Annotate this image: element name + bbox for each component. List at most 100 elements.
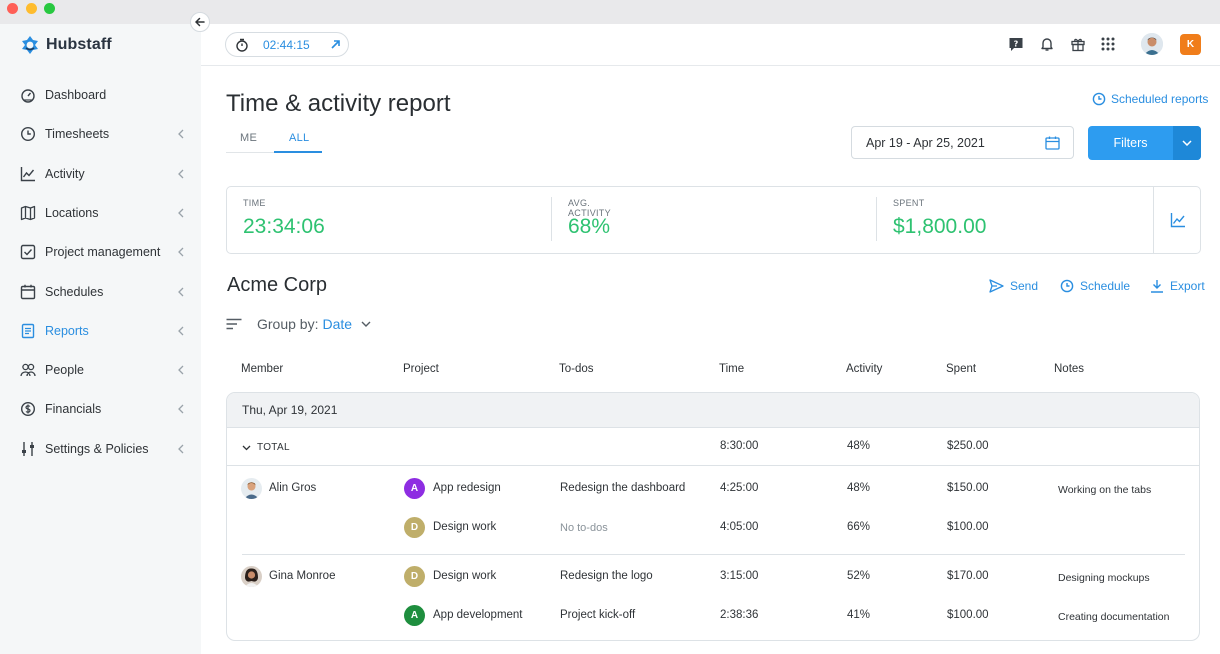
- chevron-left-icon[interactable]: [177, 247, 185, 257]
- sidebar-item-locations[interactable]: Locations: [0, 198, 201, 228]
- user-avatar[interactable]: [1141, 33, 1163, 55]
- member-divider: [242, 554, 1185, 555]
- project-name[interactable]: Design work: [433, 521, 497, 533]
- sidebar-item-timesheets[interactable]: Timesheets: [0, 119, 201, 149]
- project-name[interactable]: Design work: [433, 570, 497, 582]
- member-name[interactable]: Alin Gros: [269, 482, 317, 494]
- group-by-value: Date: [322, 316, 353, 332]
- open-timer-arrow-icon[interactable]: [330, 39, 341, 50]
- sidebar-item-activity[interactable]: Activity: [0, 159, 201, 189]
- sidebar-item-schedules[interactable]: Schedules: [0, 277, 201, 307]
- time-cell: 4:05:00: [720, 521, 759, 533]
- send-button[interactable]: Send: [989, 279, 1038, 293]
- chevron-left-icon[interactable]: [177, 365, 185, 375]
- notification-bell-icon[interactable]: [1039, 36, 1055, 52]
- column-header-project[interactable]: Project: [403, 363, 439, 375]
- chevron-left-icon[interactable]: [177, 129, 185, 139]
- people-icon: [20, 363, 36, 377]
- filters-button[interactable]: Filters: [1088, 126, 1201, 160]
- sidebar-item-project-management[interactable]: Project management: [0, 237, 201, 267]
- timer-widget[interactable]: 02:44:15: [225, 32, 349, 57]
- project-badge: A: [404, 605, 425, 626]
- date-range-picker[interactable]: Apr 19 - Apr 25, 2021: [851, 126, 1074, 159]
- help-icon[interactable]: ?: [1008, 36, 1024, 52]
- brand-logo[interactable]: Hubstaff: [20, 34, 112, 56]
- chevron-left-icon[interactable]: [177, 208, 185, 218]
- send-label: Send: [1010, 279, 1039, 293]
- time-cell: 3:15:00: [720, 570, 759, 582]
- todo-cell: No to-dos: [560, 522, 608, 534]
- sidebar-item-dashboard[interactable]: Dashboard: [0, 80, 201, 110]
- stat-label: AVG. ACTIVITY: [568, 198, 611, 218]
- activity-cell: 41%: [847, 609, 871, 621]
- chevron-left-icon[interactable]: [177, 444, 185, 454]
- sidebar-item-people[interactable]: People: [0, 355, 201, 385]
- member-name[interactable]: Gina Monroe: [269, 570, 336, 582]
- activity-cell: 52%: [847, 570, 871, 582]
- export-label: Export: [1170, 279, 1205, 293]
- stat-label: TIME: [243, 198, 266, 208]
- tab-all[interactable]: ALL: [289, 132, 310, 144]
- close-window-dot[interactable]: [7, 3, 18, 14]
- chevron-left-icon[interactable]: [177, 169, 185, 179]
- dollar-icon: [20, 402, 36, 417]
- chevron-down-icon: [242, 445, 251, 450]
- column-header-todos[interactable]: To-dos: [559, 363, 594, 375]
- sidebar-item-reports[interactable]: Reports: [0, 316, 201, 346]
- brand-name: Hubstaff: [46, 36, 112, 53]
- report-table: Thu, Apr 19, 2021 TOTAL 8:30:00 48% $250…: [226, 392, 1200, 641]
- minimize-window-dot[interactable]: [26, 3, 37, 14]
- stat-label: SPENT: [893, 198, 925, 208]
- active-tab-indicator: [274, 151, 322, 153]
- filters-dropdown-toggle[interactable]: [1173, 126, 1201, 160]
- group-by-label: Group by:: [257, 316, 319, 332]
- export-button[interactable]: Export: [1150, 279, 1205, 293]
- chevron-left-icon[interactable]: [177, 287, 185, 297]
- sidebar-item-label: People: [45, 363, 84, 378]
- scheduled-reports-link[interactable]: Scheduled reports: [1092, 92, 1208, 106]
- checkbox-icon: [20, 244, 36, 260]
- sidebar-item-financials[interactable]: Financials: [0, 394, 201, 424]
- column-header-spent[interactable]: Spent: [946, 363, 977, 375]
- todo-cell[interactable]: Project kick-off: [560, 609, 636, 621]
- chevron-down-icon: [361, 321, 371, 327]
- total-toggle[interactable]: TOTAL: [242, 442, 290, 453]
- arrow-left-icon: [195, 17, 205, 27]
- calendar-icon: [20, 284, 36, 299]
- stat-divider: [551, 197, 552, 241]
- gift-icon[interactable]: [1070, 36, 1086, 52]
- column-header-member[interactable]: Member: [241, 363, 284, 375]
- stat-value: 68%: [568, 215, 611, 238]
- column-header-time[interactable]: Time: [719, 363, 745, 375]
- apps-grid-icon[interactable]: [1100, 36, 1116, 52]
- project-name[interactable]: App redesign: [433, 482, 501, 494]
- tab-me[interactable]: ME: [240, 132, 258, 144]
- sidebar-item-label: Dashboard: [45, 88, 107, 102]
- organization-badge[interactable]: K: [1180, 34, 1201, 55]
- collapse-sidebar-button[interactable]: [190, 12, 210, 32]
- chevron-left-icon[interactable]: [177, 404, 185, 414]
- schedule-button[interactable]: Schedule: [1060, 279, 1130, 293]
- group-by-selector[interactable]: Group by: Date: [226, 316, 371, 332]
- total-row[interactable]: TOTAL 8:30:00 48% $250.00: [227, 428, 1199, 466]
- chart-view-button[interactable]: [1153, 187, 1201, 253]
- notes-cell: Working on the tabs: [1058, 484, 1152, 496]
- organization-name: Acme Corp: [227, 274, 328, 296]
- sidebar-item-label: Schedules: [45, 284, 104, 299]
- maximize-window-dot[interactable]: [44, 3, 55, 14]
- project-name[interactable]: App development: [433, 609, 523, 621]
- stopwatch-icon: [236, 38, 248, 52]
- spent-cell: $170.00: [947, 570, 989, 582]
- timer-value: 02:44:15: [263, 38, 310, 52]
- sliders-icon: [22, 441, 34, 456]
- chevron-left-icon[interactable]: [177, 326, 185, 336]
- user-photo-icon: [1141, 33, 1163, 55]
- page-title: Time & activity report: [226, 90, 451, 117]
- todo-cell[interactable]: Redesign the logo: [560, 570, 653, 582]
- sidebar-item-settings-policies[interactable]: Settings & Policies: [0, 434, 201, 464]
- sidebar-item-label: Reports: [45, 323, 89, 338]
- column-header-notes[interactable]: Notes: [1054, 363, 1085, 375]
- time-cell: 4:25:00: [720, 482, 759, 494]
- todo-cell[interactable]: Redesign the dashboard: [560, 482, 686, 494]
- column-header-activity[interactable]: Activity: [846, 363, 883, 375]
